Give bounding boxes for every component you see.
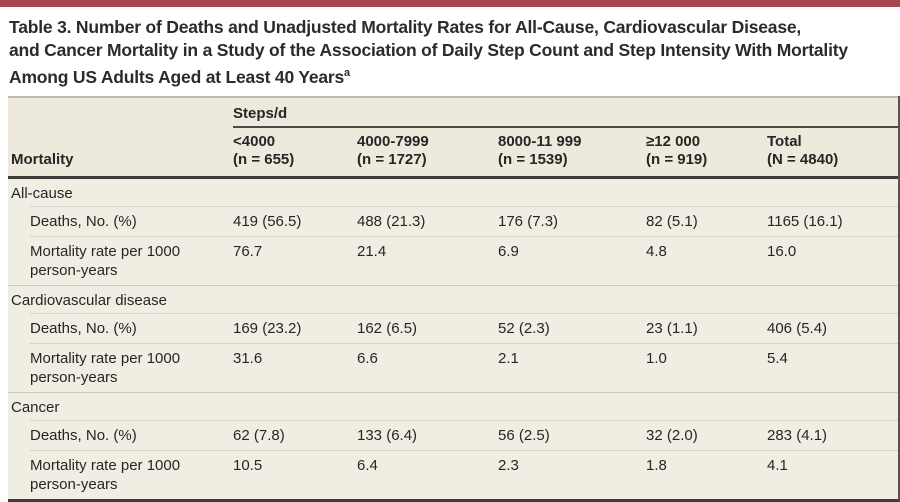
- cell-value: 6.9: [498, 242, 519, 260]
- cell-value: 5.4: [767, 349, 788, 367]
- row-label: Mortality rate per 1000 person-years: [30, 242, 181, 279]
- row-divider: [30, 235, 898, 237]
- cell-value: 419 (56.5): [233, 212, 302, 230]
- row-divider: [30, 449, 898, 451]
- column-n: (N = 4840): [767, 150, 839, 168]
- table-row-deaths: Deaths, No. (%) 419 (56.5) 488 (21.3) 17…: [8, 207, 898, 236]
- section-label-row: Cardiovascular disease: [8, 286, 898, 313]
- cell-value: 56 (2.5): [498, 426, 550, 444]
- spanner-spacer: [8, 105, 233, 128]
- title-line-1: Table 3. Number of Deaths and Unadjusted…: [9, 17, 802, 37]
- row-label: Deaths, No. (%): [30, 426, 137, 444]
- column-header-ge12000: ≥12 000 (n = 919): [646, 133, 767, 169]
- cell-value: 2.3: [498, 456, 519, 474]
- mortality-table: Steps/d Mortality <4000 (n = 655) 4000-7…: [8, 95, 900, 502]
- table-title: Table 3. Number of Deaths and Unadjusted…: [0, 7, 900, 96]
- section-label: Cardiovascular disease: [11, 291, 167, 309]
- cell-value: 1.0: [646, 349, 667, 367]
- title-line-2: and Cancer Mortality in a Study of the A…: [9, 40, 848, 60]
- cell-value: 4.1: [767, 456, 788, 474]
- column-n: (n = 655): [233, 150, 295, 168]
- title-line-3: Among US Adults Aged at Least 40 Yearsa: [9, 62, 890, 89]
- table-body: All-cause Deaths, No. (%) 419 (56.5) 488…: [8, 178, 898, 499]
- table-row-deaths: Deaths, No. (%) 62 (7.8) 133 (6.4) 56 (2…: [8, 421, 898, 450]
- cell-value: 10.5: [233, 456, 263, 474]
- row-divider: [30, 342, 898, 344]
- row-label: Mortality rate per 1000 person-years: [30, 456, 181, 493]
- cell-value: 406 (5.4): [767, 319, 828, 337]
- cell-value: 169 (23.2): [233, 319, 302, 337]
- spanner-row: Steps/d: [8, 98, 898, 128]
- column-header-total: Total (N = 4840): [767, 133, 898, 169]
- cell-value: 4.8: [646, 242, 667, 260]
- cell-value: 133 (6.4): [357, 426, 418, 444]
- row-divider: [30, 312, 898, 314]
- spanner-cell: Steps/d: [233, 105, 898, 128]
- table-row-mortality-rate: Mortality rate per 1000 person-years 10.…: [8, 451, 898, 499]
- column-header-lt4000: <4000 (n = 655): [233, 133, 357, 169]
- cell-value: 23 (1.1): [646, 319, 698, 337]
- cell-value: 283 (4.1): [767, 426, 828, 444]
- section-label-row: Cancer: [8, 393, 898, 420]
- table-row-mortality-rate: Mortality rate per 1000 person-years 76.…: [8, 237, 898, 285]
- cell-value: 76.7: [233, 242, 263, 260]
- row-label: Deaths, No. (%): [30, 212, 137, 230]
- accent-bar: [0, 0, 900, 7]
- row-header-mortality: Mortality: [11, 150, 74, 168]
- cell-value: 6.4: [357, 456, 378, 474]
- section-label-row: All-cause: [8, 179, 898, 206]
- title-line-3-text: Among US Adults Aged at Least 40 Years: [9, 66, 345, 87]
- footnote-marker-a: a: [344, 67, 350, 79]
- cell-value: 52 (2.3): [498, 319, 550, 337]
- row-label: Mortality rate per 1000 person-years: [30, 349, 181, 386]
- column-range: <4000: [233, 132, 276, 150]
- cell-value: 176 (7.3): [498, 212, 559, 230]
- column-range: ≥12 000: [646, 132, 701, 150]
- cell-value: 32 (2.0): [646, 426, 698, 444]
- cell-value: 162 (6.5): [357, 319, 418, 337]
- column-range: 8000-11 999: [498, 132, 582, 150]
- cell-value: 16.0: [767, 242, 797, 260]
- section-label: Cancer: [11, 398, 60, 416]
- column-range: 4000-7999: [357, 132, 429, 150]
- column-spanner-steps-per-day: Steps/d: [233, 104, 288, 122]
- row-label: Deaths, No. (%): [30, 319, 137, 337]
- cell-value: 82 (5.1): [646, 212, 698, 230]
- section-label: All-cause: [11, 184, 73, 202]
- cell-value: 31.6: [233, 349, 263, 367]
- cell-value: 2.1: [498, 349, 519, 367]
- cell-value: 1165 (16.1): [767, 212, 843, 230]
- column-header-4000-7999: 4000-7999 (n = 1727): [357, 133, 498, 169]
- column-n: (n = 1539): [498, 150, 568, 168]
- cell-value: 21.4: [357, 242, 387, 260]
- section-all-cause: All-cause Deaths, No. (%) 419 (56.5) 488…: [8, 179, 898, 285]
- column-header-row: Mortality <4000 (n = 655) 4000-7999 (n =…: [8, 128, 898, 176]
- cell-value: 1.8: [646, 456, 667, 474]
- column-range: Total: [767, 132, 802, 150]
- section-cancer: Cancer Deaths, No. (%) 62 (7.8) 133 (6.4…: [8, 391, 898, 499]
- table-header: Steps/d Mortality <4000 (n = 655) 4000-7…: [8, 95, 898, 179]
- row-divider: [30, 419, 898, 421]
- table-row-deaths: Deaths, No. (%) 169 (23.2) 162 (6.5) 52 …: [8, 314, 898, 343]
- section-cardiovascular-disease: Cardiovascular disease Deaths, No. (%) 1…: [8, 284, 898, 392]
- table-row-mortality-rate: Mortality rate per 1000 person-years 31.…: [8, 344, 898, 392]
- cell-value: 6.6: [357, 349, 378, 367]
- row-divider: [30, 205, 898, 207]
- column-n: (n = 1727): [357, 150, 427, 168]
- cell-value: 62 (7.8): [233, 426, 285, 444]
- cell-value: 488 (21.3): [357, 212, 426, 230]
- column-header-8000-11999: 8000-11 999 (n = 1539): [498, 133, 646, 169]
- column-n: (n = 919): [646, 150, 708, 168]
